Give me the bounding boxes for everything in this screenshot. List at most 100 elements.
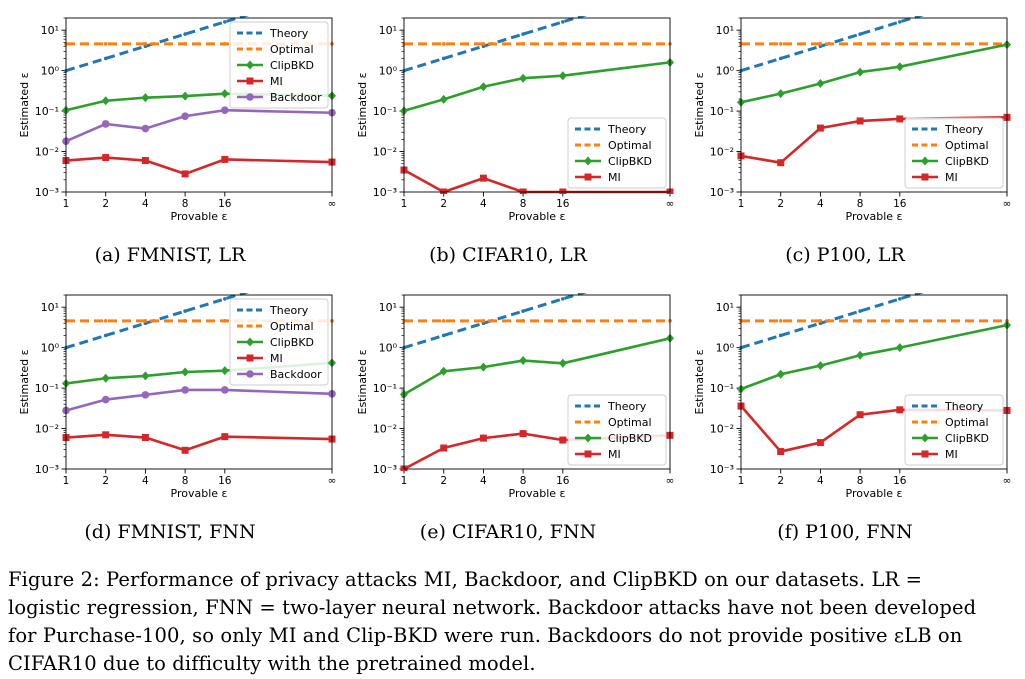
data-point-clipbkd bbox=[439, 366, 448, 376]
x-tick-label: 16 bbox=[893, 475, 907, 487]
data-point-backdoor bbox=[181, 386, 189, 394]
data-point-optimal bbox=[481, 319, 486, 323]
x-axis-label: Provable ε bbox=[171, 210, 228, 223]
data-point-backdoor bbox=[101, 395, 110, 404]
line-chart-d: 10⁻³ 10⁻² 10⁻¹ 10⁰ 10¹ 1 2 4 8 16 ∞ Provable ε Estim… bbox=[18, 293, 337, 500]
data-point-clipbkd bbox=[895, 343, 904, 353]
data-point-optimal bbox=[778, 42, 783, 46]
axes-frame bbox=[65, 17, 333, 193]
y-tick-label: 10⁻³ bbox=[710, 186, 734, 199]
figure-caption: Figure 2: Performance of privacy attacks… bbox=[8, 566, 1020, 678]
legend-label-clipbkd: ClipBKD bbox=[945, 432, 989, 445]
legend-marker-backdoor bbox=[246, 93, 254, 101]
axes-frame bbox=[740, 294, 1008, 470]
data-point-mi bbox=[816, 124, 824, 132]
legend-marker-mi bbox=[584, 173, 592, 181]
caption-line-1: Figure 2: Performance of privacy attacks… bbox=[8, 568, 923, 591]
legend-label-optimal: Optimal bbox=[270, 320, 314, 333]
legend-marker-mi bbox=[921, 450, 929, 458]
x-tick-label: 8 bbox=[520, 475, 527, 487]
data-point-mi bbox=[896, 115, 904, 123]
x-tick-label: 2 bbox=[440, 475, 447, 487]
data-point-mi bbox=[519, 188, 527, 194]
legend-label-mi: MI bbox=[945, 448, 958, 461]
x-tick-label: 1 bbox=[738, 198, 745, 210]
series-group bbox=[737, 293, 1011, 456]
legend-marker-clipbkd bbox=[921, 156, 929, 166]
y-tick-label: 10⁰ bbox=[41, 342, 60, 355]
subcaption-c: (c) P100, LR bbox=[785, 244, 905, 266]
x-tick-label: ∞ bbox=[666, 475, 675, 487]
data-point-mi bbox=[181, 446, 189, 454]
x-tick-label: 8 bbox=[857, 475, 864, 487]
x-tick-label: ∞ bbox=[666, 198, 675, 210]
x-tick-label: ∞ bbox=[328, 475, 337, 487]
series-line-backdoor bbox=[65, 108, 333, 143]
x-tick-label: ∞ bbox=[1003, 475, 1012, 487]
series-line-theory bbox=[403, 293, 588, 350]
data-point-optimal bbox=[481, 42, 486, 46]
axes-frame bbox=[403, 294, 671, 470]
data-point-clipbkd bbox=[181, 91, 190, 101]
legend-label-theory: Theory bbox=[269, 304, 309, 317]
data-point-backdoor bbox=[221, 106, 229, 115]
y-tick-label: 10⁻¹ bbox=[710, 382, 734, 395]
data-point-optimal bbox=[858, 319, 862, 323]
legend-label-mi: MI bbox=[608, 448, 621, 461]
data-point-mi bbox=[141, 434, 149, 442]
x-axis-label: Provable ε bbox=[846, 210, 903, 223]
data-point-optimal bbox=[858, 42, 862, 46]
y-tick-label: 10⁻³ bbox=[710, 463, 734, 476]
x-tick-label: 1 bbox=[63, 198, 70, 210]
subcaption-b: (b) CIFAR10, LR bbox=[429, 244, 587, 266]
y-tick-label: 10⁻³ bbox=[373, 186, 397, 199]
data-point-theory bbox=[858, 32, 862, 36]
series-line-theory bbox=[65, 293, 250, 350]
data-point-mi bbox=[559, 188, 567, 194]
data-point-optimal bbox=[143, 319, 148, 323]
caption-line-3: for Purchase-100, so only MI and Clip-BK… bbox=[8, 624, 963, 647]
x-tick-label: 16 bbox=[556, 475, 570, 487]
y-tick-label: 10⁻¹ bbox=[35, 105, 59, 118]
y-tick-label: 10⁻² bbox=[35, 423, 59, 436]
data-point-clipbkd bbox=[519, 73, 528, 83]
data-point-theory bbox=[898, 297, 902, 301]
data-point-mi bbox=[221, 155, 229, 163]
data-point-clipbkd bbox=[101, 373, 110, 383]
y-tick-label: 10⁻² bbox=[373, 146, 397, 159]
data-point-theory bbox=[223, 20, 227, 24]
data-point-mi bbox=[856, 117, 864, 125]
data-point-clipbkd bbox=[181, 367, 190, 377]
x-tick-label: 2 bbox=[777, 198, 784, 210]
legend-label-backdoor: Backdoor bbox=[270, 368, 322, 381]
series-line-theory bbox=[65, 16, 250, 73]
data-point-optimal bbox=[223, 42, 227, 46]
y-tick-label: 10⁰ bbox=[379, 342, 398, 355]
legend-marker-mi bbox=[246, 354, 254, 362]
data-point-clipbkd bbox=[220, 366, 229, 376]
x-tick-label: 4 bbox=[142, 198, 149, 210]
data-point-mi bbox=[102, 154, 110, 162]
y-tick-label: 10⁻² bbox=[35, 146, 59, 159]
legend-marker-clipbkd bbox=[921, 433, 929, 443]
data-point-optimal bbox=[818, 319, 823, 323]
caption-line-4: CIFAR10 due to difficulty with the pretr… bbox=[8, 652, 536, 675]
y-axis-label: Estimated ε bbox=[693, 72, 706, 137]
line-chart-f: 10⁻³ 10⁻² 10⁻¹ 10⁰ 10¹ 1 2 4 8 16 ∞ Provable ε Estim… bbox=[693, 293, 1012, 500]
legend-label-mi: MI bbox=[945, 171, 958, 184]
data-point-optimal bbox=[561, 42, 565, 46]
data-point-theory bbox=[778, 333, 783, 338]
legend-label-clipbkd: ClipBKD bbox=[608, 155, 652, 168]
legend-label-mi: MI bbox=[608, 171, 621, 184]
data-point-clipbkd bbox=[776, 369, 785, 379]
legend-label-clipbkd: ClipBKD bbox=[608, 432, 652, 445]
data-point-mi bbox=[896, 406, 904, 414]
x-tick-label: 4 bbox=[480, 475, 487, 487]
line-chart-b: 10⁻³ 10⁻² 10⁻¹ 10⁰ 10¹ 1 2 4 8 16 ∞ Provable ε Estim… bbox=[356, 16, 675, 223]
data-point-mi bbox=[479, 434, 487, 442]
x-tick-label: ∞ bbox=[328, 198, 337, 210]
data-point-theory bbox=[183, 309, 187, 313]
chart-panel-c: 10⁻³ 10⁻² 10⁻¹ 10⁰ 10¹ 1 2 4 8 16 ∞ Provable ε Estim… bbox=[675, 0, 1015, 275]
data-point-optimal bbox=[183, 42, 187, 46]
y-tick-label: 10¹ bbox=[41, 24, 59, 37]
